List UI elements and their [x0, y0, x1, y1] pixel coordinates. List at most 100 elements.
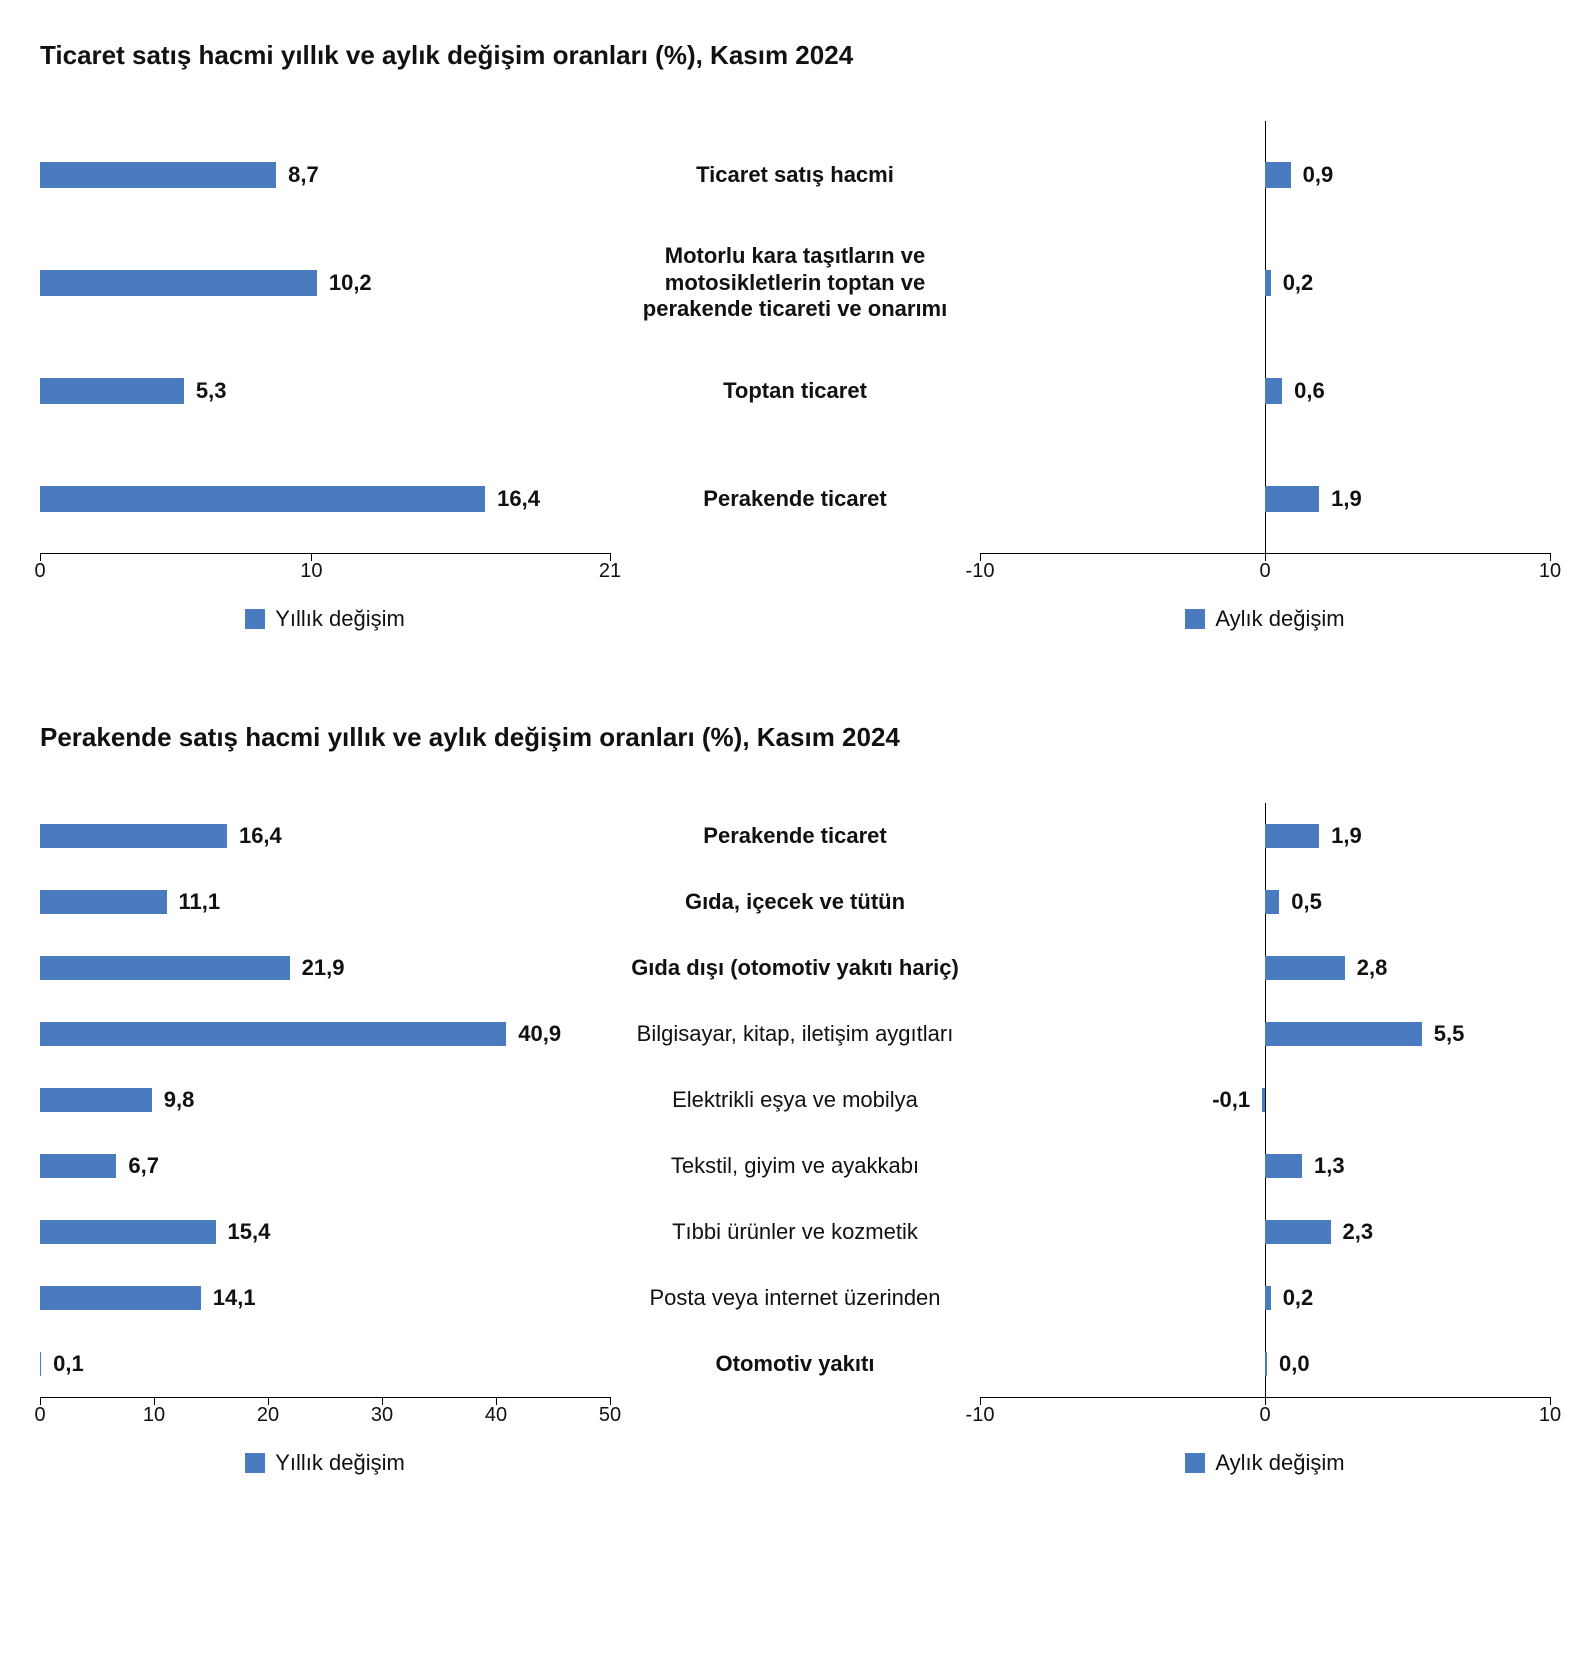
axis-tick: -10	[966, 1404, 995, 1427]
axis-tick: 10	[1539, 560, 1561, 583]
chart2-category-list: Perakende ticaretGıda, içecek ve tütünGı…	[610, 803, 980, 1397]
bar-row: 11,1	[40, 869, 610, 935]
chart1-yearly-axis: 01021	[40, 554, 610, 594]
bar-row: -0,1	[980, 1067, 1550, 1133]
bar-value: 1,9	[1331, 486, 1362, 512]
chart1-category-list: Ticaret satış hacmi Motorlu kara taşıtlar…	[610, 121, 980, 553]
category-label: Posta veya internet üzerinden	[610, 1285, 980, 1311]
bar	[1265, 1154, 1302, 1178]
bar-value: 16,4	[239, 823, 282, 849]
bar-value: 21,9	[302, 955, 345, 981]
category-label: Elektrikli eşya ve mobilya	[610, 1087, 980, 1113]
bar-row: 5,3	[40, 337, 610, 445]
bar	[40, 270, 317, 296]
chart2-yearly-legend: Yıllık değişim	[40, 1450, 610, 1476]
bar	[1265, 1022, 1422, 1046]
chart1-panels: 8,710,25,316,4 01021 Yıllık değişim Tica…	[40, 121, 1550, 632]
chart1: Ticaret satış hacmi yıllık ve aylık deği…	[40, 40, 1550, 632]
bar-row: 2,8	[980, 935, 1550, 1001]
category-label: Otomotiv yakıtı	[610, 1351, 980, 1377]
chart1-monthly-plot: 0,9 0,2 0,6 1,9	[980, 121, 1550, 554]
bar-row: 1,9	[980, 803, 1550, 869]
axis-tick: 30	[371, 1404, 393, 1427]
bar	[40, 1352, 41, 1376]
bar-row: 16,4	[40, 445, 610, 553]
bar-value: 0,2	[1283, 270, 1314, 296]
category-label: Toptan ticaret	[610, 378, 980, 404]
bar	[1265, 956, 1345, 980]
axis-tick: 10	[1539, 1404, 1561, 1427]
bar-row: 0,6	[980, 337, 1550, 445]
bar	[40, 486, 485, 512]
category-label: Ticaret satış hacmi	[610, 162, 980, 188]
bar-value: 1,3	[1314, 1153, 1345, 1179]
category-label: Perakende ticaret	[610, 486, 980, 512]
bar-row: 1,3	[980, 1133, 1550, 1199]
category-label: Gıda, içecek ve tütün	[610, 889, 980, 915]
category-label: Tıbbi ürünler ve kozmetik	[610, 1219, 980, 1245]
bar-value: 0,9	[1303, 162, 1334, 188]
bar-row: 5,5	[980, 1001, 1550, 1067]
legend-swatch	[245, 1453, 265, 1473]
legend-label: Aylık değişim	[1215, 1450, 1344, 1476]
chart2-monthly-plot: 1,9 0,5 2,8 5,5 -0,1 1,3 2,3 0,2 0,0	[980, 803, 1550, 1398]
chart1-monthly-panel: 0,90,20,61,9 -10010 Aylık değişim	[980, 121, 1550, 632]
bar-row: 0,0	[980, 1331, 1550, 1397]
chart2-monthly-panel: 1,90,52,85,5-0,11,32,30,20,0 -10010 Aylı…	[980, 803, 1550, 1476]
bar	[40, 824, 227, 848]
axis-tick: 10	[143, 1404, 165, 1427]
bar	[1265, 378, 1282, 404]
chart1-yearly-panel: 8,710,25,316,4 01021 Yıllık değişim	[40, 121, 610, 632]
chart2-yearly-axis: 01020304050	[40, 1398, 610, 1438]
bar-value: -0,1	[1212, 1087, 1250, 1113]
bar	[1265, 486, 1319, 512]
bar	[1265, 1352, 1267, 1376]
category-label: Tekstil, giyim ve ayakkabı	[610, 1153, 980, 1179]
bar-value: 2,3	[1343, 1219, 1374, 1245]
bar-value: 0,6	[1294, 378, 1325, 404]
bar-row: 21,9	[40, 935, 610, 1001]
category-label: Perakende ticaret	[610, 823, 980, 849]
bar	[1265, 1220, 1331, 1244]
bar-row: 1,9	[980, 445, 1550, 553]
category-label: Bilgisayar, kitap, iletişim aygıtları	[610, 1021, 980, 1047]
bar	[40, 890, 167, 914]
bar-value: 0,2	[1283, 1285, 1314, 1311]
axis-tick: 20	[257, 1404, 279, 1427]
bar-row: 10,2	[40, 229, 610, 337]
bar	[1265, 162, 1291, 188]
chart1-title: Ticaret satış hacmi yıllık ve aylık deği…	[40, 40, 1550, 71]
axis-tick: 0	[1259, 1404, 1270, 1427]
bar-row: 14,1	[40, 1265, 610, 1331]
page: Ticaret satış hacmi yıllık ve aylık deği…	[0, 0, 1590, 1626]
chart2-title: Perakende satış hacmi yıllık ve aylık de…	[40, 722, 1550, 753]
bar-row: 0,5	[980, 869, 1550, 935]
bar-row: 15,4	[40, 1199, 610, 1265]
bar-value: 6,7	[128, 1153, 159, 1179]
bar-value: 40,9	[518, 1021, 561, 1047]
bar-value: 1,9	[1331, 823, 1362, 849]
bar-row: 9,8	[40, 1067, 610, 1133]
bar	[1265, 1286, 1271, 1310]
chart1-category-panel: Ticaret satış hacmi Motorlu kara taşıtlar…	[610, 121, 980, 632]
chart1-yearly-legend: Yıllık değişim	[40, 606, 610, 632]
bar	[40, 1088, 152, 1112]
bar-row: 0,1	[40, 1331, 610, 1397]
bar-value: 16,4	[497, 486, 540, 512]
bar	[40, 1286, 201, 1310]
bar	[40, 1154, 116, 1178]
bar-value: 2,8	[1357, 955, 1388, 981]
bar-value: 9,8	[164, 1087, 195, 1113]
chart1-monthly-axis: -10010	[980, 554, 1550, 594]
bar-value: 5,3	[196, 378, 227, 404]
bar-row: 2,3	[980, 1199, 1550, 1265]
category-label: Motorlu kara taşıtların ve motosikletler…	[610, 243, 980, 322]
bar-row: 6,7	[40, 1133, 610, 1199]
chart2-monthly-legend: Aylık değişim	[980, 1450, 1550, 1476]
chart1-yearly-plot: 8,710,25,316,4	[40, 121, 610, 554]
bar-value: 14,1	[213, 1285, 256, 1311]
bar-value: 15,4	[228, 1219, 271, 1245]
legend-label: Yıllık değişim	[275, 606, 405, 632]
bar-value: 5,5	[1434, 1021, 1465, 1047]
axis-tick: 0	[1259, 560, 1270, 583]
